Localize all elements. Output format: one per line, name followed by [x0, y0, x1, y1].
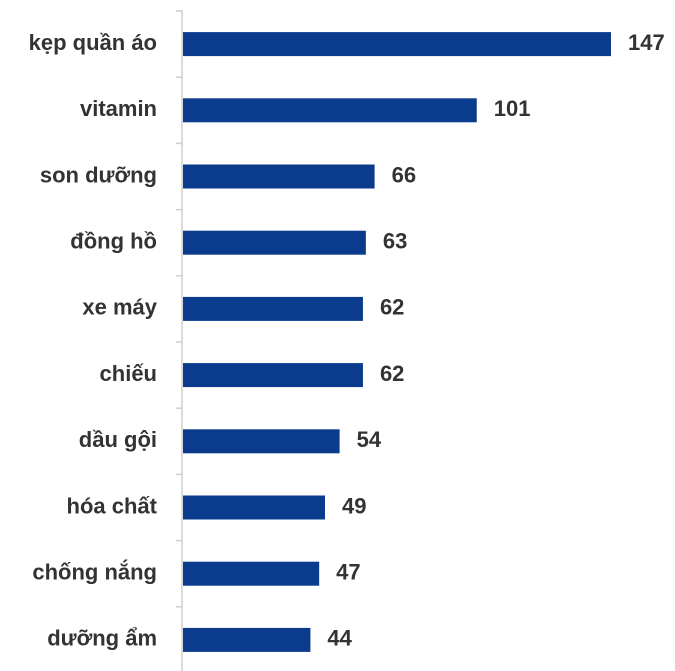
value-label: 44: [327, 626, 352, 651]
category-label: chống nắng: [32, 560, 157, 585]
value-label: 54: [357, 427, 382, 452]
category-label: vitamin: [80, 96, 157, 121]
bar: [183, 627, 311, 652]
value-label: 62: [380, 295, 404, 320]
bar: [183, 230, 366, 255]
bar: [183, 98, 477, 123]
category-label: dầu gội: [79, 427, 157, 452]
value-label: 66: [392, 162, 416, 187]
category-label: kẹp quần áo: [29, 30, 157, 55]
value-label: 62: [380, 361, 404, 386]
category-label: son dưỡng: [40, 162, 157, 187]
category-label: dưỡng ẩm: [47, 626, 157, 651]
bar: [183, 495, 325, 520]
category-label: hóa chất: [67, 493, 158, 518]
value-label: 147: [628, 30, 665, 55]
value-label: 49: [342, 493, 366, 518]
bar: [183, 296, 363, 321]
bar: [183, 32, 611, 57]
value-label: 47: [336, 560, 360, 585]
bar: [183, 561, 320, 586]
value-label: 63: [383, 229, 407, 254]
bar: [183, 363, 363, 388]
category-label: xe máy: [82, 295, 157, 320]
bar: [183, 429, 340, 454]
bar: [183, 164, 375, 189]
value-label: 101: [494, 96, 531, 121]
category-label: đồng hồ: [70, 229, 157, 254]
category-label: chiếu: [100, 361, 157, 386]
